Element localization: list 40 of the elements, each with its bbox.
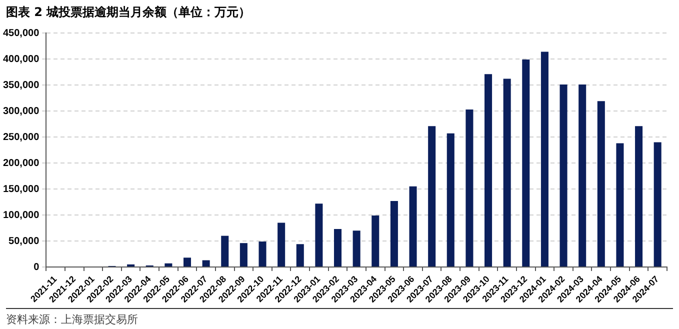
bar [540, 52, 548, 267]
y-tick-label: 50,000 [8, 236, 40, 247]
bar [127, 264, 135, 267]
bar [446, 133, 454, 267]
bar [278, 222, 286, 267]
bar [183, 258, 192, 267]
y-tick-label: 400,000 [2, 54, 40, 65]
bar [409, 186, 417, 267]
bar [221, 236, 229, 267]
bar [635, 126, 643, 267]
y-tick-label: 100,000 [2, 210, 40, 221]
bar [578, 84, 586, 267]
bar [503, 78, 511, 267]
y-tick-label: 450,000 [2, 28, 40, 39]
y-tick-label: 350,000 [2, 80, 40, 91]
bar [484, 74, 492, 267]
bar [466, 109, 474, 267]
bar [296, 244, 304, 267]
bar [390, 200, 398, 267]
bar [334, 229, 342, 267]
bar [202, 260, 210, 267]
bar [654, 142, 662, 267]
bar [164, 263, 172, 267]
bar [315, 204, 323, 267]
bar [258, 242, 266, 267]
bar [372, 216, 380, 267]
bar [560, 84, 568, 267]
text: 资料来源：上海票据交易所 [6, 308, 673, 327]
bar [352, 230, 360, 267]
bar [522, 60, 530, 267]
y-tick-label: 200,000 [2, 158, 40, 169]
y-tick-label: 0 [34, 262, 40, 273]
bar [597, 101, 605, 267]
bar [240, 243, 248, 267]
y-tick-label: 250,000 [2, 132, 40, 143]
y-tick-label: 150,000 [2, 184, 40, 195]
bar [616, 143, 624, 267]
chart-title: 图表 2 城投票据逾期当月余额（单位：万元） [5, 4, 252, 21]
y-tick-label: 300,000 [2, 106, 40, 117]
bar [428, 126, 436, 267]
